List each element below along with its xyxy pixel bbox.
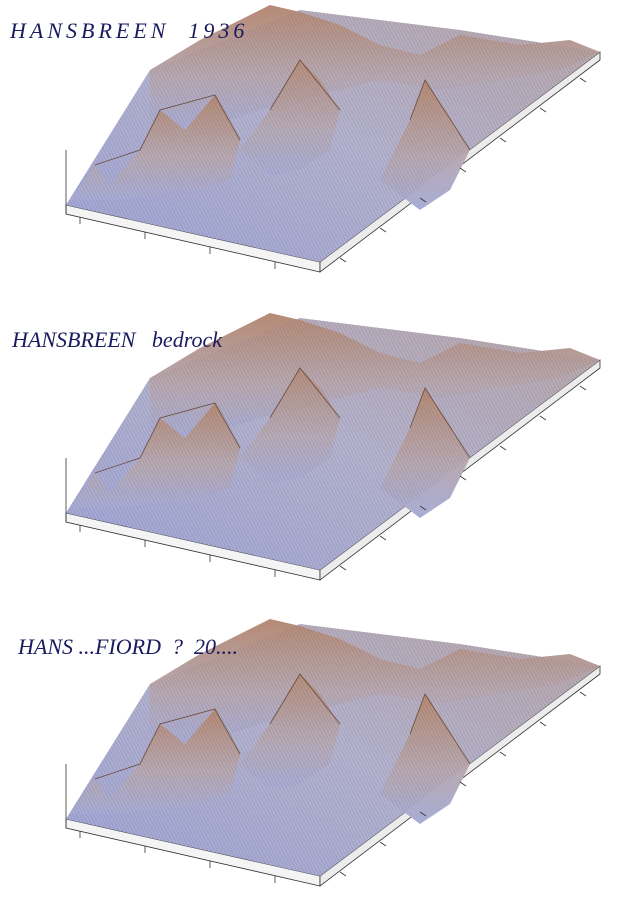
panel-title: HANSBREEN 1936 [10,18,249,43]
panel-title: HANS ...FIORD ? 20.... [18,634,238,659]
terrain-1936 [65,4,601,273]
terrain-bedrock [65,312,601,581]
panel-title: HANSBREEN bedrock [12,327,222,352]
